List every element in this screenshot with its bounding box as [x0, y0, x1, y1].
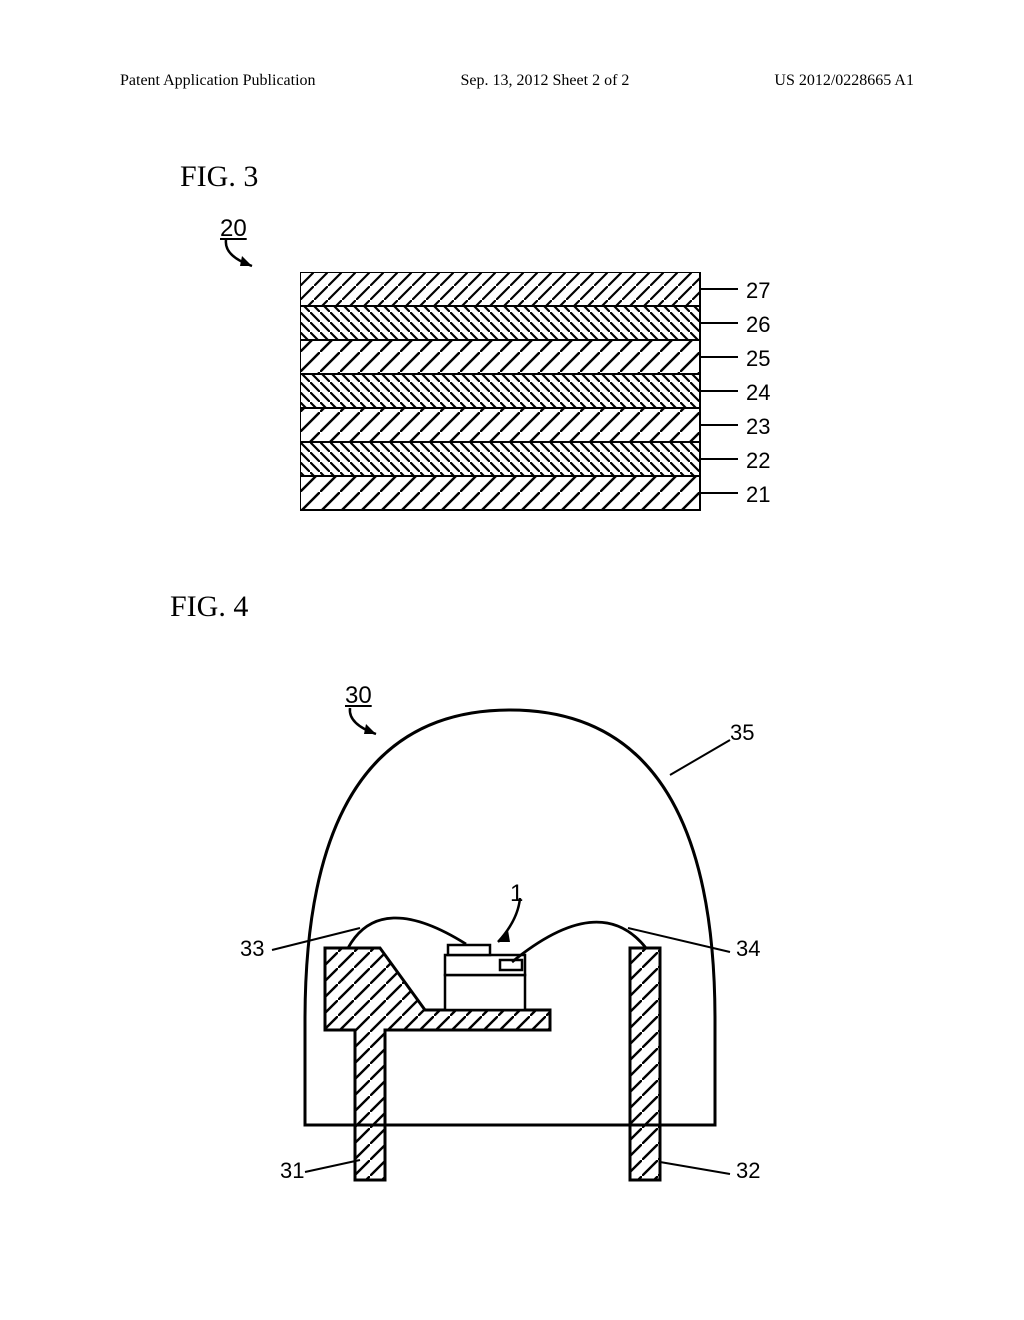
fig4-ref-32: 32 — [736, 1158, 760, 1184]
header-right: US 2012/0228665 A1 — [774, 72, 914, 90]
fig3-layer-25: 25 — [746, 346, 770, 372]
fig3-label: FIG. 3 — [180, 160, 258, 194]
fig3-arrow-icon — [218, 238, 278, 278]
fig4-ref-33: 33 — [240, 936, 264, 962]
fig3-layer-24: 24 — [746, 380, 770, 406]
fig3-layer-26: 26 — [746, 312, 770, 338]
fig4-device-diagram — [210, 680, 810, 1200]
fig4-ref-31: 31 — [280, 1158, 304, 1184]
fig4-label: FIG. 4 — [170, 590, 248, 624]
header-center: Sep. 13, 2012 Sheet 2 of 2 — [461, 72, 630, 90]
header-left: Patent Application Publication — [120, 72, 316, 90]
fig4-ref-34: 34 — [736, 936, 760, 962]
fig3-leaders — [700, 272, 750, 512]
page-header: Patent Application Publication Sep. 13, … — [0, 72, 1024, 90]
fig3-layers-diagram — [300, 272, 702, 512]
fig4-ref-35: 35 — [730, 720, 754, 746]
fig4-ref-1: 1 — [510, 880, 523, 908]
fig3-layer-23: 23 — [746, 414, 770, 440]
fig3-layer-27: 27 — [746, 278, 770, 304]
fig3-layer-22: 22 — [746, 448, 770, 474]
fig3-layer-21: 21 — [746, 482, 770, 508]
